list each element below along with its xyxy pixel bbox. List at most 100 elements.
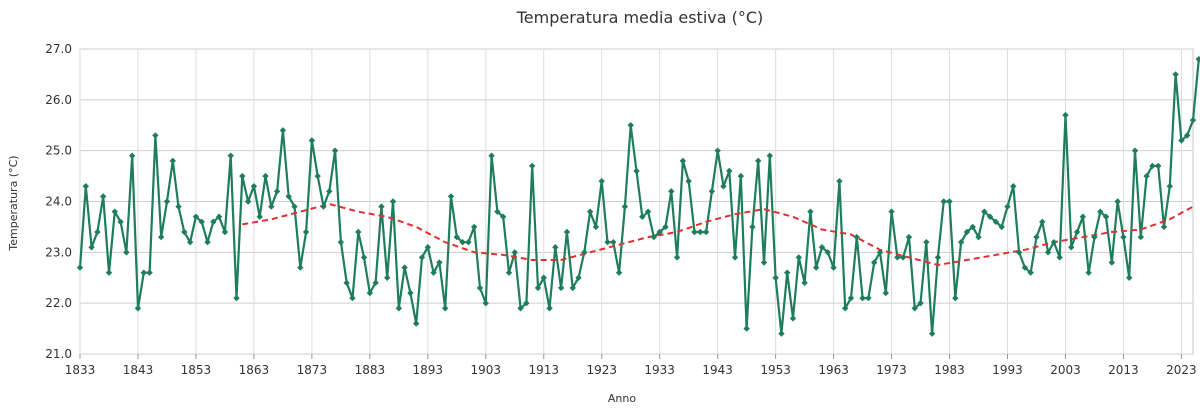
x-tick-label: 1863	[239, 363, 270, 377]
data-point	[1131, 147, 1139, 154]
data-point	[760, 259, 768, 266]
data-point	[186, 238, 194, 246]
data-point	[639, 213, 646, 220]
data-point	[656, 228, 663, 236]
data-point	[482, 299, 489, 307]
data-point	[88, 244, 95, 251]
data-point	[128, 152, 136, 159]
data-point	[813, 264, 820, 271]
data-point	[569, 284, 576, 292]
data-point	[1114, 198, 1121, 205]
data-point	[1027, 269, 1034, 276]
data-point	[1160, 223, 1168, 231]
data-point	[592, 223, 600, 231]
data-point	[215, 213, 223, 220]
data-point	[204, 238, 211, 246]
data-point	[876, 249, 884, 256]
data-point	[726, 167, 733, 175]
data-point	[1044, 249, 1052, 256]
data-point	[355, 228, 362, 236]
data-point	[1172, 71, 1179, 78]
y-tick-label: 22.0	[45, 296, 72, 310]
y-tick-label: 21.0	[45, 347, 72, 361]
x-tick-label: 2013	[1108, 363, 1139, 377]
data-point	[244, 198, 252, 205]
data-point	[1126, 274, 1133, 281]
x-tick-label: 1993	[992, 363, 1023, 377]
data-point	[859, 294, 866, 302]
data-point	[1137, 233, 1145, 241]
data-point	[511, 249, 518, 256]
data-point	[940, 198, 947, 205]
data-point	[899, 254, 907, 261]
data-point	[94, 228, 101, 236]
data-point	[801, 279, 808, 287]
data-point	[424, 244, 432, 251]
data-point	[546, 305, 553, 312]
data-point	[360, 254, 368, 261]
data-point	[708, 188, 716, 195]
chart-title: Temperatura media estiva (°C)	[516, 8, 764, 27]
y-tick-label: 26.0	[45, 93, 72, 107]
data-point	[233, 294, 240, 302]
data-point	[76, 264, 84, 271]
data-point	[337, 238, 345, 246]
data-point	[598, 177, 605, 185]
data-point	[268, 203, 275, 210]
data-point	[1033, 233, 1040, 241]
data-point	[952, 294, 959, 302]
x-tick-label: 1933	[644, 363, 675, 377]
data-point	[627, 122, 634, 129]
data-point	[302, 228, 310, 236]
data-point	[1004, 203, 1011, 210]
x-tick-label: 1903	[471, 363, 502, 377]
y-tick-label: 24.0	[45, 195, 72, 209]
data-point	[749, 223, 756, 231]
data-point	[714, 147, 721, 154]
data-point	[818, 244, 826, 251]
data-point	[685, 177, 692, 185]
data-point	[418, 254, 426, 261]
data-point	[1010, 183, 1017, 190]
data-point	[865, 294, 872, 302]
data-point	[586, 208, 594, 215]
data-point	[169, 157, 176, 165]
data-point	[1097, 208, 1104, 215]
data-point	[1189, 116, 1197, 124]
grid	[79, 48, 1194, 359]
data-point	[981, 208, 988, 215]
data-point	[911, 305, 918, 312]
data-point	[499, 213, 507, 220]
data-point	[534, 284, 542, 292]
data-point	[668, 188, 675, 195]
data-point	[644, 208, 652, 215]
data-point	[163, 198, 171, 205]
data-point	[1050, 238, 1058, 246]
data-point	[221, 228, 229, 236]
data-point	[465, 238, 472, 246]
x-tick-label: 1983	[934, 363, 965, 377]
data-point	[111, 208, 118, 215]
data-point	[737, 172, 745, 180]
data-point	[557, 284, 565, 292]
data-point	[123, 249, 130, 256]
y-axis-label: Temperatura (°C)	[7, 155, 20, 251]
data-point	[662, 223, 669, 231]
data-point	[1021, 264, 1029, 271]
data-point	[1184, 132, 1191, 139]
data-point	[755, 157, 762, 165]
temperature-line	[78, 59, 1200, 335]
data-point	[152, 132, 159, 139]
data-point	[679, 157, 687, 165]
data-point	[447, 193, 455, 200]
data-point	[430, 269, 437, 276]
data-point	[331, 147, 339, 154]
data-point	[882, 289, 889, 297]
data-point	[1149, 162, 1156, 170]
data-point	[99, 193, 107, 200]
data-point	[395, 305, 403, 312]
data-point	[957, 238, 965, 246]
data-point	[494, 208, 501, 215]
data-point	[372, 279, 379, 287]
trend-line	[242, 202, 1194, 267]
